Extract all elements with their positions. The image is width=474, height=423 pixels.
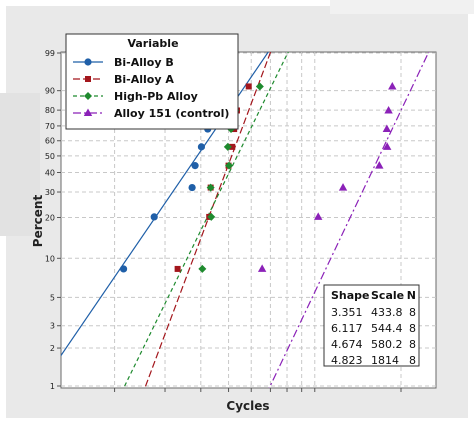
stats-table-box	[323, 284, 420, 367]
stats-header-cell: Shape	[331, 289, 370, 302]
data-point	[119, 265, 128, 273]
y-tick-label: 60	[45, 137, 55, 146]
y-tick-label: 2	[50, 344, 55, 353]
data-point	[384, 105, 393, 114]
stats-cell: 8	[409, 306, 416, 319]
stats-cell: 3.351	[331, 306, 363, 319]
data-point	[197, 143, 206, 151]
stats-cell: 8	[409, 354, 416, 367]
data-point	[257, 264, 267, 272]
stats-cell: 8	[409, 322, 416, 335]
stats-cell: 544.4	[371, 322, 403, 335]
data-point	[206, 183, 215, 192]
data-point	[382, 124, 392, 133]
data-point	[314, 212, 323, 220]
stats-cell: 4.674	[331, 338, 363, 351]
y-tick-label: 3	[50, 322, 55, 331]
legend: Variable Bi-Alloy B Bi-Alloy A High-Pb All…	[65, 33, 239, 130]
data-point	[382, 142, 392, 150]
y-tick-label: 40	[45, 169, 55, 178]
data-point	[174, 265, 181, 272]
data-point	[191, 162, 199, 170]
data-point	[198, 264, 207, 273]
data-point	[375, 161, 384, 169]
data-point	[225, 161, 234, 170]
data-point	[207, 212, 216, 221]
legend-entry-label: High-Pb Alloy	[114, 90, 198, 103]
stats-cell: 1814	[371, 354, 399, 367]
data-point	[245, 83, 252, 90]
x-axis-label: Cycles	[226, 399, 269, 413]
legend-title: Variable	[127, 37, 178, 50]
data-point	[388, 81, 397, 90]
legend-entry-label: Bi-Alloy A	[114, 73, 174, 86]
stats-table: Shape Scale N 3.351 433.8 8 6.117 544.4 8 4.674 58…	[323, 284, 420, 367]
legend-marker	[84, 92, 92, 100]
stats-cell: 6.117	[331, 322, 363, 335]
y-tick-label: 99	[45, 49, 55, 58]
y-tick-label: 50	[45, 152, 55, 161]
y-axis-label: Percent	[31, 195, 45, 248]
fit-line-2	[122, 52, 289, 388]
y-tick-label: 20	[45, 214, 55, 223]
data-point	[150, 213, 158, 221]
legend-marker	[83, 108, 93, 116]
y-axis: 1 2 3 5 10 20 30 40 50 60 70 80 90 99	[45, 49, 61, 391]
data-point	[338, 183, 348, 191]
stats-cell: 580.2	[371, 338, 403, 351]
top-panel	[330, 0, 474, 14]
side-panel	[0, 93, 40, 236]
y-tick-label: 5	[50, 293, 55, 302]
legend-entries: Bi-Alloy B Bi-Alloy A High-Pb Alloy Alloy 1…	[73, 56, 229, 120]
stats-cell: 4.823	[331, 354, 363, 367]
y-tick-label: 1	[50, 382, 55, 391]
y-tick-label: 10	[45, 254, 55, 263]
data-point	[188, 183, 196, 192]
y-tick-label: 90	[45, 87, 55, 96]
data-point	[223, 142, 232, 151]
stats-table-rows: Shape Scale N 3.351 433.8 8 6.117 544.4 8 4.674 58…	[331, 289, 416, 367]
legend-entry-label: Bi-Alloy B	[114, 56, 174, 69]
x-axis	[114, 388, 402, 392]
legend-marker	[84, 58, 92, 66]
y-tick-label: 70	[45, 122, 55, 131]
stats-header-cell: N	[407, 289, 416, 302]
y-tick-label: 80	[45, 106, 55, 115]
stats-cell: 433.8	[371, 306, 403, 319]
legend-marker	[85, 76, 91, 82]
stats-header-cell: Scale	[371, 289, 404, 302]
stats-cell: 8	[409, 338, 416, 351]
data-point	[255, 82, 264, 91]
data-point	[229, 143, 236, 150]
legend-entry-label: Alloy 151 (control)	[114, 107, 229, 120]
y-tick-label: 30	[45, 188, 55, 197]
